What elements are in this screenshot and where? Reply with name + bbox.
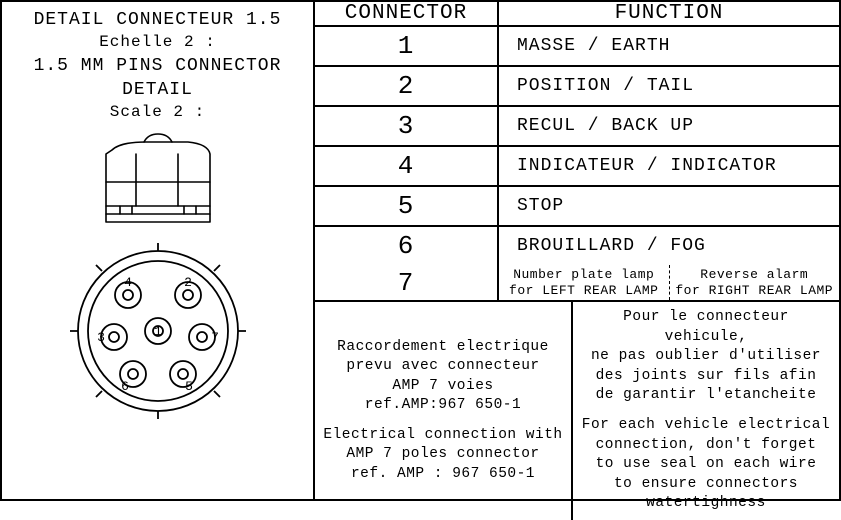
table-header-row: CONNECTOR FUNCTION [315,2,839,27]
pin7-left: Number plate lampfor LEFT REAR LAMP [499,265,669,300]
pin-function: BROUILLARD / FOG [499,227,839,265]
table-row: 2POSITION / TAIL [315,67,839,107]
right-panel: CONNECTOR FUNCTION 1MASSE / EARTH2POSITI… [315,2,839,499]
notes-left: Raccordement electriqueprevu avec connec… [315,302,573,520]
notes-right: Pour le connecteur vehicule,ne pas oubli… [573,302,839,520]
table-row: 1MASSE / EARTH [315,27,839,67]
pin7-function: Number plate lampfor LEFT REAR LAMP Reve… [499,265,839,300]
table-row: 5STOP [315,187,839,227]
table-row: 3RECUL / BACK UP [315,107,839,147]
pin-label-3: 3 [97,330,105,345]
pin-label-5: 5 [185,379,193,394]
pin-number: 1 [315,27,499,65]
table-row: 4INDICATEUR / INDICATOR [315,147,839,187]
pin-number: 2 [315,67,499,105]
notes-left-fr: Raccordement electriqueprevu avec connec… [337,338,549,416]
subtitle-en: Scale 2 : [6,102,309,124]
pin7-number: 7 [315,265,499,300]
notes-right-en: For each vehicle electricalconnection, d… [582,416,830,514]
left-title-block: DETAIL CONNECTEUR 1.5 Echelle 2 : 1.5 MM… [6,8,309,124]
connector-side-drawing-icon [92,132,224,228]
connector-face-drawing-icon: 1 2 3 4 5 6 7 [67,240,249,422]
document-frame: DETAIL CONNECTEUR 1.5 Echelle 2 : 1.5 MM… [0,0,841,501]
pin-label-2: 2 [184,275,192,290]
subtitle-fr: Echelle 2 : [6,32,309,54]
pin-label-7: 7 [211,330,219,345]
header-connector: CONNECTOR [315,2,499,25]
pin-function: POSITION / TAIL [499,67,839,105]
pin-label-4: 4 [124,275,132,290]
pin-function: INDICATEUR / INDICATOR [499,147,839,185]
notes-row: Raccordement electriqueprevu avec connec… [315,302,839,520]
pin-number: 4 [315,147,499,185]
title-en: 1.5 MM PINS CONNECTOR DETAIL [6,54,309,103]
table-row-pin7: 7 Number plate lampfor LEFT REAR LAMP Re… [315,265,839,302]
pin7-right: Reverse alarmfor RIGHT REAR LAMP [669,265,840,300]
notes-right-fr: Pour le connecteur vehicule,ne pas oubli… [581,308,831,406]
pin-number: 5 [315,187,499,225]
pin-label-1: 1 [154,324,162,339]
pin-label-6: 6 [121,379,129,394]
notes-left-en: Electrical connection withAMP 7 poles co… [323,426,562,485]
pin-function: RECUL / BACK UP [499,107,839,145]
left-panel: DETAIL CONNECTEUR 1.5 Echelle 2 : 1.5 MM… [2,2,315,499]
table-row: 6BROUILLARD / FOG [315,227,839,265]
pin-function: STOP [499,187,839,225]
pin-number: 3 [315,107,499,145]
title-fr: DETAIL CONNECTEUR 1.5 [6,8,309,32]
header-function: FUNCTION [499,2,839,25]
table-body: 1MASSE / EARTH2POSITION / TAIL3RECUL / B… [315,27,839,265]
pin-function: MASSE / EARTH [499,27,839,65]
pin-number: 6 [315,227,499,265]
